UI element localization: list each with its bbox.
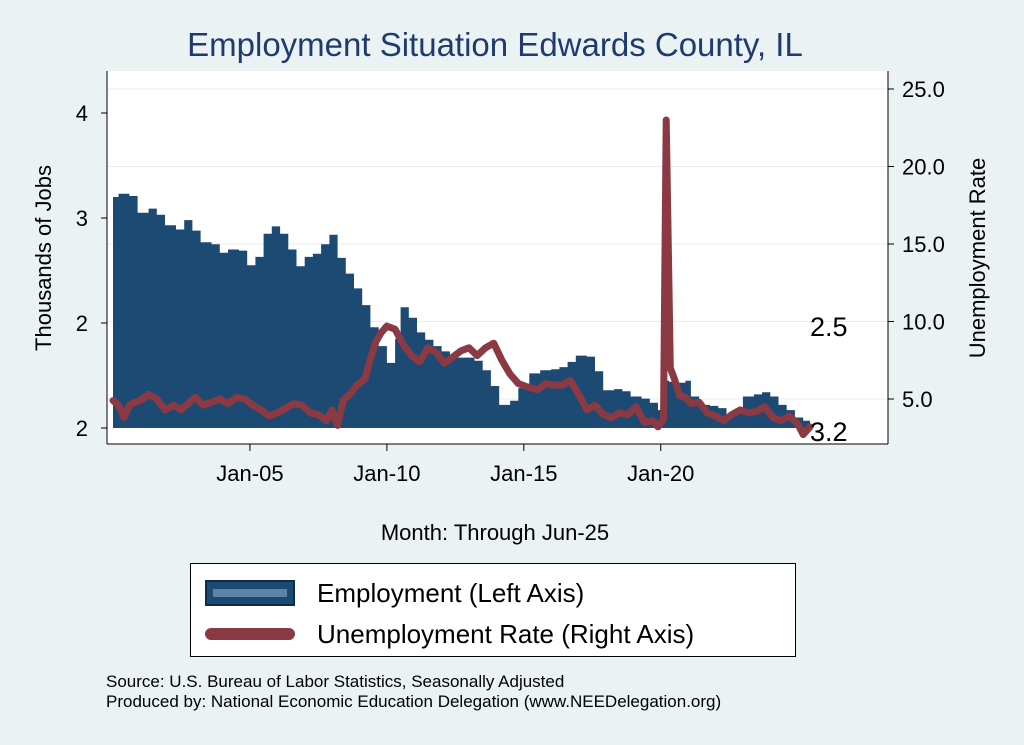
left-axis-title: Thousands of Jobs — [31, 165, 56, 351]
legend-label-unemployment: Unemployment Rate (Right Axis) — [317, 618, 695, 649]
source-note: Source: U.S. Bureau of Labor Statistics,… — [106, 672, 565, 691]
producer-note: Produced by: National Economic Education… — [106, 692, 722, 711]
legend-item-employment: Employment (Left Axis) — [205, 573, 584, 613]
left-tick-label: 2 — [76, 311, 88, 336]
unemployment-swatch — [205, 628, 295, 640]
x-tick-label: Jan-10 — [353, 461, 420, 486]
legend-item-unemployment: Unemployment Rate (Right Axis) — [205, 614, 694, 654]
left-tick-label: 4 — [76, 101, 88, 126]
right-axis-title: Unemployment Rate — [965, 158, 990, 359]
right-tick-label: 25.0 — [902, 77, 945, 102]
x-tick-label: Jan-20 — [627, 461, 694, 486]
legend-label-employment: Employment (Left Axis) — [317, 577, 585, 608]
right-tick-label: 5.0 — [902, 387, 933, 412]
right-tick-label: 15.0 — [902, 232, 945, 257]
right-tick-label: 10.0 — [902, 310, 945, 335]
left-tick-label: 3 — [76, 206, 88, 231]
left-tick-label: 2 — [76, 416, 88, 441]
right-tick-label: 20.0 — [902, 155, 945, 180]
x-axis-title: Month: Through Jun-25 — [380, 520, 610, 545]
x-tick-label: Jan-15 — [490, 461, 557, 486]
unemployment-line — [109, 116, 814, 439]
x-tick-label: Jan-05 — [216, 461, 283, 486]
employment-area — [113, 193, 810, 428]
unemployment-end-label: 3.2 — [810, 417, 848, 447]
chart-title: Employment Situation Edwards County, IL — [187, 26, 803, 63]
employment-end-label: 2.5 — [810, 312, 848, 342]
footer: Source: U.S. Bureau of Labor Statistics,… — [106, 672, 721, 712]
legend: Employment (Left Axis) Unemployment Rate… — [190, 563, 796, 657]
employment-swatch — [205, 580, 295, 606]
axes — [106, 71, 889, 445]
